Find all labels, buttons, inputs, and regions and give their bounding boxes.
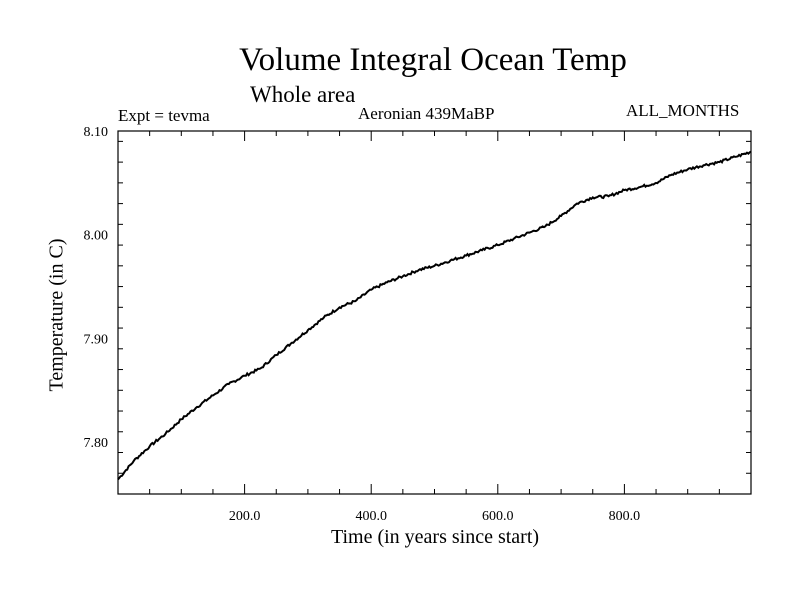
chart-title: Volume Integral Ocean Temp xyxy=(239,42,627,78)
experiment-label: Expt = tevma xyxy=(118,106,210,125)
x-tick-label: 400.0 xyxy=(355,509,387,524)
series-line xyxy=(117,150,752,481)
y-tick-label: 7.90 xyxy=(84,332,109,347)
y-tick-label: 7.80 xyxy=(84,436,109,451)
y-tick-label: 8.10 xyxy=(84,125,109,140)
x-tick-label: 200.0 xyxy=(229,509,261,524)
months-label: ALL_MONTHS xyxy=(626,101,740,120)
y-axis-label: Temperature (in C) xyxy=(45,238,68,392)
plot-frame xyxy=(117,130,752,495)
chart-subtitle: Whole area xyxy=(250,82,356,107)
x-tick-label: 800.0 xyxy=(609,509,641,524)
x-tick-label: 600.0 xyxy=(482,509,514,524)
x-axis-label: Time (in years since start) xyxy=(330,526,540,548)
period-label: Aeronian 439MaBP xyxy=(358,104,495,123)
y-tick-label: 8.00 xyxy=(84,229,109,244)
